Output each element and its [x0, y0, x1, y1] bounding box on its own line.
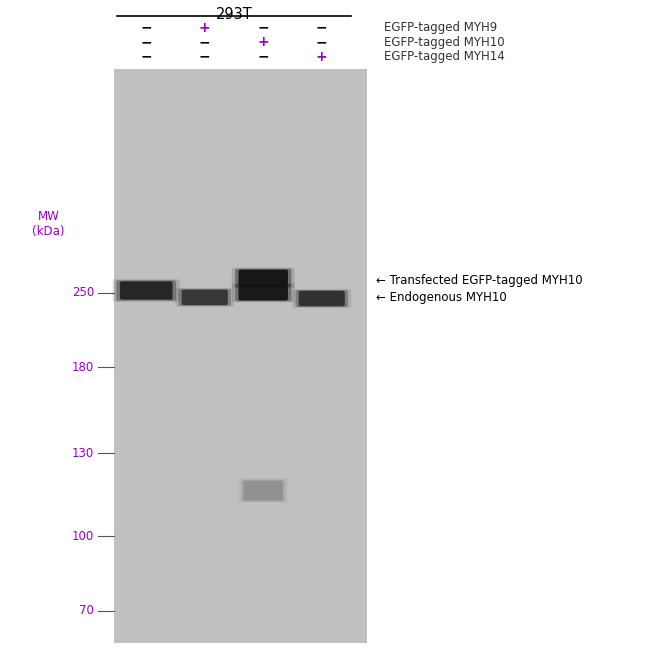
FancyBboxPatch shape [120, 281, 173, 300]
FancyBboxPatch shape [296, 290, 348, 307]
FancyBboxPatch shape [239, 270, 288, 286]
FancyBboxPatch shape [235, 284, 291, 301]
FancyBboxPatch shape [238, 478, 289, 503]
Text: 70: 70 [79, 604, 94, 617]
Text: −: − [257, 20, 269, 35]
FancyBboxPatch shape [292, 289, 351, 308]
FancyBboxPatch shape [239, 285, 288, 301]
FancyBboxPatch shape [240, 479, 286, 501]
FancyBboxPatch shape [232, 268, 295, 288]
Text: −: − [199, 49, 211, 64]
FancyBboxPatch shape [176, 288, 234, 307]
Text: −: − [316, 35, 328, 49]
Text: −: − [140, 20, 152, 35]
Text: −: − [140, 49, 152, 64]
FancyBboxPatch shape [235, 269, 291, 287]
Text: EGFP-tagged MYH10: EGFP-tagged MYH10 [384, 36, 504, 49]
FancyBboxPatch shape [116, 280, 176, 301]
Text: −: − [257, 49, 269, 64]
Text: 130: 130 [72, 447, 94, 460]
Text: 100: 100 [72, 530, 94, 543]
Text: −: − [316, 20, 328, 35]
FancyBboxPatch shape [179, 289, 231, 306]
Text: ← Transfected EGFP-tagged MYH10: ← Transfected EGFP-tagged MYH10 [376, 273, 582, 287]
Text: ← Endogenous MYH10: ← Endogenous MYH10 [376, 291, 506, 304]
FancyBboxPatch shape [112, 279, 180, 302]
Text: 180: 180 [72, 361, 94, 374]
Text: 250: 250 [72, 286, 94, 299]
Text: MW
(kDa): MW (kDa) [32, 210, 65, 238]
Text: −: − [199, 35, 211, 49]
Bar [114, 69, 367, 643]
Text: +: + [257, 35, 269, 49]
Text: EGFP-tagged MYH9: EGFP-tagged MYH9 [384, 21, 497, 34]
FancyBboxPatch shape [243, 480, 283, 501]
FancyBboxPatch shape [232, 283, 295, 302]
FancyBboxPatch shape [181, 290, 228, 305]
Text: −: − [140, 35, 152, 49]
Text: +: + [199, 20, 211, 35]
Text: +: + [316, 49, 328, 64]
FancyBboxPatch shape [299, 291, 344, 306]
Text: 293T: 293T [216, 7, 252, 22]
Text: EGFP-tagged MYH14: EGFP-tagged MYH14 [384, 50, 504, 63]
